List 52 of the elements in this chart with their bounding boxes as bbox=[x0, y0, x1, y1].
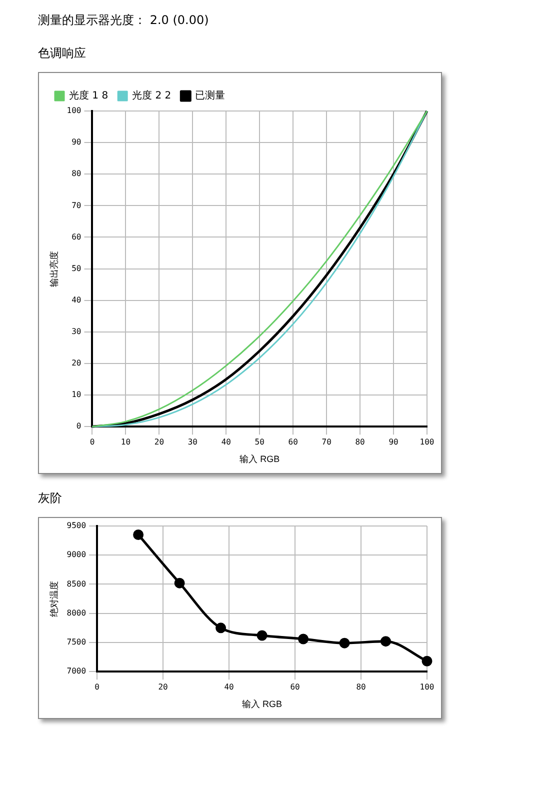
x-tick-label: 70 bbox=[322, 437, 332, 446]
x-tick-label: 100 bbox=[420, 437, 434, 446]
x-tick-label: 90 bbox=[388, 437, 399, 446]
point bbox=[298, 634, 309, 644]
x-tick-label: 10 bbox=[120, 437, 131, 446]
y-tick-label: 9000 bbox=[66, 550, 86, 560]
x-tick-label: 60 bbox=[288, 437, 298, 446]
legend-label: 光度 1 8 bbox=[69, 90, 108, 102]
x-axis-title: 输入 RGB bbox=[240, 454, 280, 464]
y-tick-label: 100 bbox=[66, 106, 82, 116]
x-tick-label: 0 bbox=[94, 682, 100, 692]
y-tick-label: 7000 bbox=[66, 666, 86, 676]
x-tick-label: 0 bbox=[90, 437, 95, 446]
legend-label: 光度 2 2 bbox=[132, 90, 172, 102]
y-tick-label: 60 bbox=[72, 232, 82, 242]
x-tick-label: 40 bbox=[224, 682, 234, 692]
point bbox=[422, 656, 432, 666]
x-tick-label: 30 bbox=[188, 437, 198, 446]
point bbox=[256, 630, 268, 641]
x-tick-label: 40 bbox=[221, 437, 232, 446]
text: 测量的显示器光度： 2.0 (0.00) bbox=[38, 12, 210, 29]
chart-title: 色调响应 bbox=[38, 45, 87, 62]
y-tick-label: 0 bbox=[76, 422, 82, 431]
y-tick-label: 80 bbox=[72, 169, 82, 178]
point bbox=[133, 529, 144, 540]
point bbox=[216, 622, 226, 634]
y-tick-label: 70 bbox=[72, 200, 82, 210]
y-tick-label: 8000 bbox=[66, 608, 86, 618]
y-axis-title: 绝对温度 bbox=[48, 580, 59, 617]
point bbox=[339, 638, 350, 648]
y-axis-title: 输出亮度 bbox=[48, 250, 59, 287]
x-tick-label: 50 bbox=[254, 437, 265, 446]
x-tick-label: 80 bbox=[356, 682, 366, 692]
y-tick-label: 8500 bbox=[66, 579, 86, 588]
point bbox=[174, 578, 185, 588]
y-tick-label: 50 bbox=[72, 264, 82, 273]
point bbox=[380, 636, 392, 647]
y-tick-label: 40 bbox=[72, 295, 82, 304]
x-tick-label: 80 bbox=[355, 437, 366, 446]
chart-title: 灰阶 bbox=[38, 490, 63, 507]
y-tick-label: 9500 bbox=[66, 521, 86, 530]
x-tick-label: 20 bbox=[154, 437, 164, 446]
y-tick-label: 10 bbox=[72, 390, 82, 400]
y-tick-label: 30 bbox=[72, 327, 82, 336]
x-tick-label: 100 bbox=[420, 682, 434, 692]
y-tick-label: 20 bbox=[72, 358, 82, 368]
x-axis-title: 输入 RGB bbox=[242, 699, 282, 710]
x-tick-label: 20 bbox=[158, 682, 168, 692]
y-tick-label: 90 bbox=[72, 138, 82, 147]
y-tick-label: 7500 bbox=[66, 638, 86, 647]
x-tick-label: 60 bbox=[290, 682, 300, 692]
legend-label: 已测量 bbox=[195, 90, 226, 102]
